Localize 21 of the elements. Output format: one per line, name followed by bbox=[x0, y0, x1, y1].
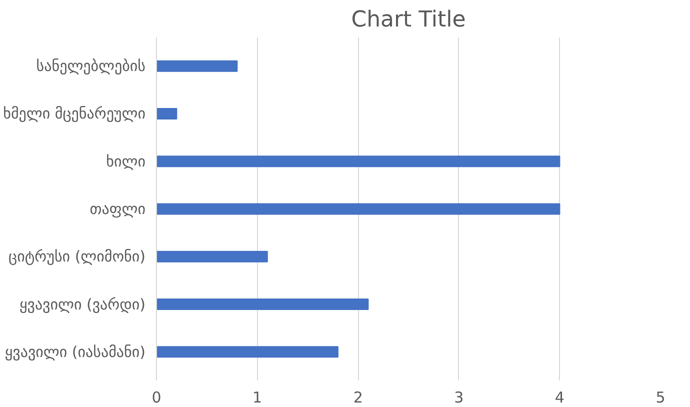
bar bbox=[156, 108, 178, 120]
x-tick-label: 1 bbox=[252, 388, 262, 406]
chart-title: Chart Title bbox=[351, 8, 466, 32]
x-tick-label: 4 bbox=[554, 388, 564, 406]
y-tick-label: ხილი bbox=[106, 152, 146, 170]
bar bbox=[156, 156, 560, 168]
y-tick-label: ყვავილი (იასამანი) bbox=[4, 342, 146, 361]
y-tick-label: სანელებლების bbox=[36, 57, 146, 76]
y-tick-label: ციტრუსი (ლიმონი) bbox=[8, 248, 146, 266]
bar bbox=[156, 346, 338, 358]
y-tick-label: თაფლი bbox=[90, 200, 146, 218]
bar bbox=[156, 203, 560, 215]
bar bbox=[156, 298, 369, 310]
y-tick-label: ყვავილი (ვარდი) bbox=[19, 295, 146, 314]
x-tick-label: 2 bbox=[353, 388, 363, 406]
x-tick-label: 5 bbox=[656, 388, 666, 406]
bar bbox=[156, 60, 238, 72]
y-tick-label: ხმელი მცენარეული bbox=[3, 104, 146, 123]
x-tick-label: 3 bbox=[454, 388, 464, 406]
x-tick-label: 0 bbox=[152, 388, 162, 406]
bar bbox=[156, 250, 268, 262]
